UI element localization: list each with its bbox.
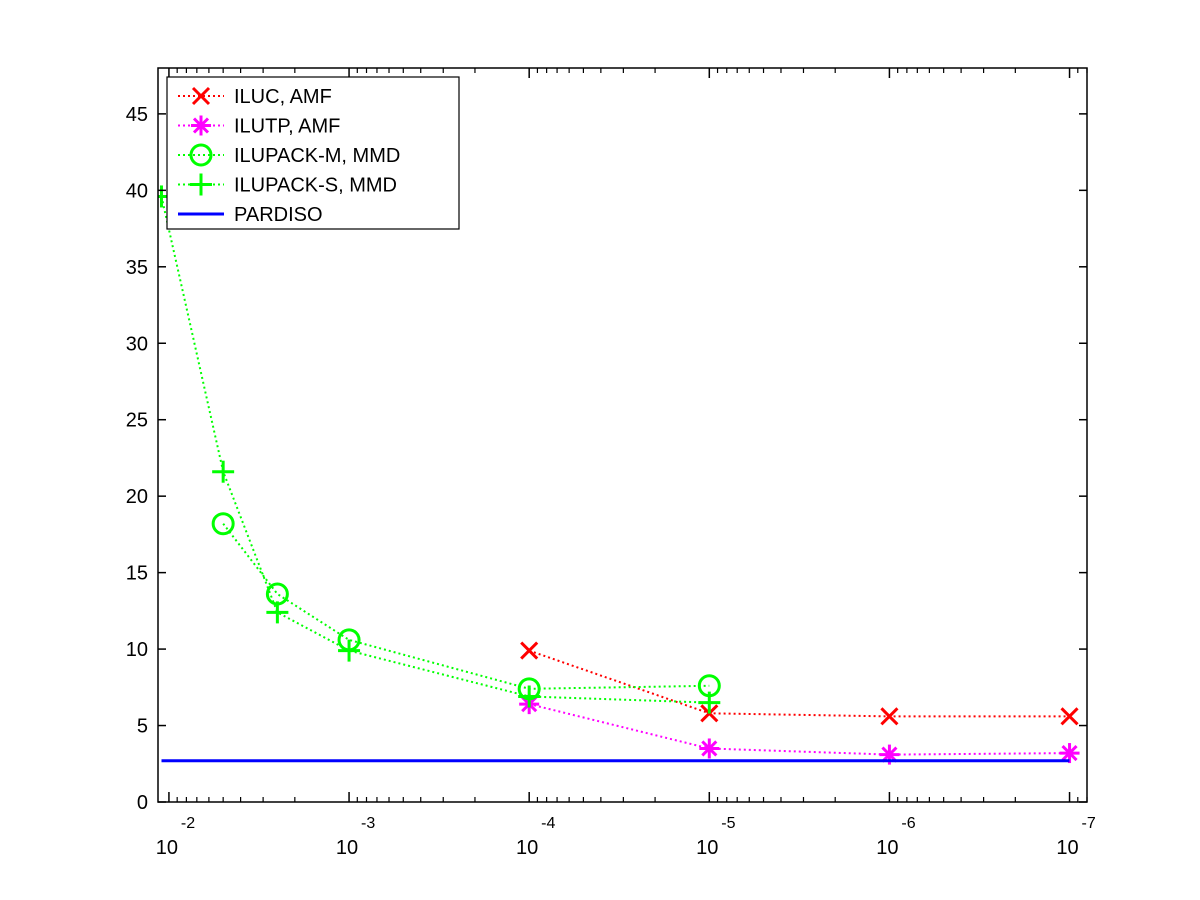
y-tick-label: 25 — [126, 410, 148, 432]
data-point — [190, 173, 212, 196]
legend-entry: ILUPACK-S, MMD — [178, 173, 397, 197]
y-tick-label: 30 — [126, 333, 148, 355]
legend-label: ILUC, AMF — [234, 86, 332, 108]
series-1 — [519, 694, 1080, 765]
y-tick-label: 0 — [137, 792, 148, 814]
legend-entry: ILUC, AMF — [178, 86, 332, 108]
legend-entry: PARDISO — [178, 204, 323, 226]
y-tick-label: 10 — [126, 639, 148, 661]
data-point — [266, 601, 289, 624]
legend-label: ILUPACK-S, MMD — [234, 175, 397, 197]
data-point — [518, 685, 541, 708]
data-point — [191, 115, 211, 136]
x-tick-label-base: 10 — [696, 837, 718, 859]
legend-box — [166, 76, 460, 230]
x-tick-label-exponent: -7 — [1082, 815, 1096, 832]
x-tick-label-base: 10 — [336, 837, 358, 859]
legend: ILUC, AMF ILUTP, AMF ILUPACK-M, MMD ILUPACK… — [166, 76, 460, 230]
data-point — [189, 143, 213, 167]
series-layer — [158, 185, 1080, 765]
plot-area-frame — [157, 67, 1088, 803]
data-point — [698, 691, 721, 714]
legend-entry: ILUPACK-M, MMD — [178, 143, 400, 167]
data-point — [1060, 707, 1079, 726]
y-tick-label: 40 — [126, 180, 148, 202]
legend-label: ILUTP, AMF — [234, 116, 340, 138]
legend-entry: ILUTP, AMF — [178, 115, 340, 138]
series-0 — [520, 641, 1079, 726]
x-tick-label-exponent: -2 — [181, 815, 195, 832]
data-point — [212, 460, 235, 483]
series-line — [528, 649, 1070, 718]
legend-label: ILUPACK-M, MMD — [234, 145, 400, 167]
y-tick-label: 35 — [126, 257, 148, 279]
y-tick-label: 15 — [126, 563, 148, 585]
series-line — [222, 523, 710, 690]
data-point — [880, 707, 899, 726]
data-point — [338, 639, 361, 662]
x-tick-label-base: 10 — [516, 837, 538, 859]
y-tick-label: 45 — [126, 104, 148, 126]
data-point — [520, 641, 539, 660]
data-point — [191, 86, 211, 106]
x-tick-label-base: 10 — [1056, 837, 1078, 859]
series-line — [160, 196, 710, 704]
y-tick-label: 20 — [126, 486, 148, 508]
data-point — [1059, 743, 1080, 764]
data-point — [265, 582, 289, 606]
data-point — [211, 512, 235, 536]
data-point — [699, 738, 720, 759]
series-line — [528, 703, 1070, 756]
x-tick-label-exponent: -4 — [541, 815, 555, 832]
x-tick-label-base: 10 — [876, 837, 898, 859]
series-2 — [211, 512, 721, 701]
x-tick-label-base: 10 — [156, 837, 178, 859]
axis-ticks: 05101520253035404510-210-310-410-510-610… — [126, 68, 1096, 859]
x-tick-label-exponent: -6 — [901, 815, 915, 832]
x-tick-label-exponent: -5 — [721, 815, 735, 832]
x-tick-label-exponent: -3 — [361, 815, 375, 832]
y-tick-label: 5 — [137, 716, 148, 738]
legend-label: PARDISO — [234, 204, 323, 226]
series-3 — [158, 185, 721, 714]
